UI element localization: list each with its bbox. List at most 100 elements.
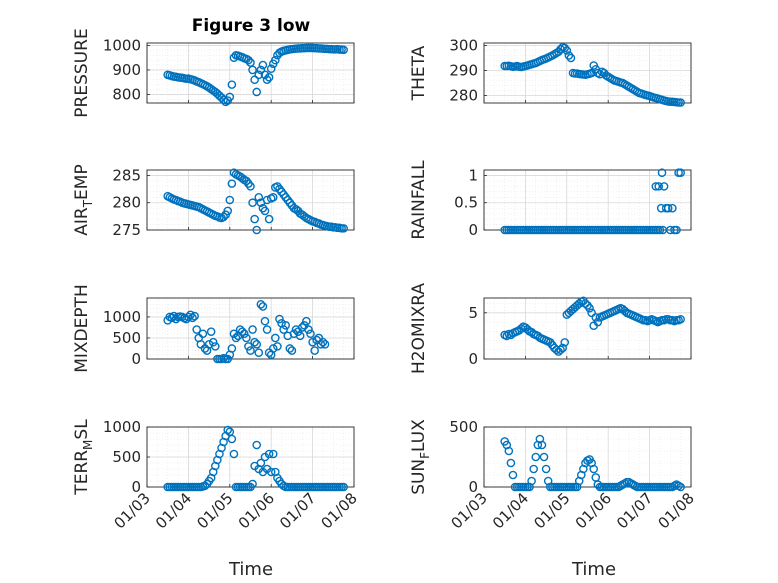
y-axis-label-pressure: PRESSURE (72, 28, 92, 117)
x-tick-label: 01/08 (655, 489, 698, 532)
x-axis-label-right: Time (571, 559, 616, 580)
data-point (651, 182, 661, 191)
data-point (225, 92, 235, 102)
data-point (560, 43, 570, 53)
data-point (320, 339, 330, 349)
y-tick-label: 290 (449, 62, 478, 80)
data-point (227, 344, 237, 353)
data-point (527, 476, 536, 486)
y-axis-label-text: SUN (409, 459, 429, 495)
panel-sun_flux: 01/0301/0401/0501/0601/0701/080500SUNFLU… (409, 418, 698, 532)
data-point (244, 55, 253, 65)
data-point (229, 53, 239, 62)
data-point (668, 203, 677, 213)
data-point (566, 53, 576, 63)
data-point (254, 192, 264, 202)
data-point (248, 65, 257, 75)
data-point (188, 313, 197, 323)
data-point (676, 98, 685, 107)
data-point (256, 65, 266, 75)
data-point (529, 464, 538, 474)
data-point (663, 203, 673, 213)
data-point (295, 331, 305, 341)
data-point (271, 55, 280, 65)
data-point (227, 80, 237, 89)
x-tick-label: 01/07 (613, 489, 656, 532)
axes-frame-theta (483, 42, 692, 104)
y-axis-label-subscript: M (81, 440, 95, 450)
data-point (219, 212, 228, 222)
x-tick-label: 01/04 (489, 489, 532, 532)
data-point (504, 446, 514, 456)
data-point (231, 333, 241, 343)
y-axis-label-air_temp: AIRTEMP (72, 164, 95, 235)
data-point (256, 458, 266, 468)
axes-frame-air_temp (146, 169, 355, 231)
data-point (262, 75, 272, 85)
x-tick-label: 01/04 (152, 489, 195, 532)
axes-frame-h2omixra (483, 297, 692, 360)
panel-theta: 280 290 300 THETA (409, 37, 692, 107)
data-point (654, 182, 664, 191)
data-point (252, 87, 262, 97)
data-point (302, 316, 311, 326)
data-point (593, 317, 603, 327)
data-point (541, 464, 551, 474)
y-tick-label: 0 (468, 221, 478, 239)
y-tick-label: 1000 (103, 418, 141, 436)
y-axis-label-text: PRESSURE (72, 28, 92, 117)
data-point (225, 195, 235, 205)
y-axis-label-terr_msl: TERRMSL (72, 419, 95, 496)
y-axis-label-theta: THETA (409, 45, 429, 101)
data-point (239, 329, 249, 339)
data-point (246, 182, 255, 191)
y-tick-label: 500 (112, 448, 141, 466)
x-tick-label: 01/05 (530, 489, 573, 532)
data-point (339, 45, 348, 55)
data-point (252, 339, 262, 349)
data-point (589, 464, 599, 474)
data-point (556, 44, 565, 54)
y-tick-label: 1 (468, 166, 478, 184)
data-point (560, 338, 570, 347)
data-point (562, 46, 572, 55)
data-point (564, 51, 574, 60)
y-axis-label-tail: SL (72, 419, 92, 440)
y-axis-label-text: H2OMIXRA (409, 283, 429, 374)
data-point (310, 346, 319, 355)
y-axis-label-rainfall: RAINFALL (409, 160, 429, 240)
y-tick-label: 300 (449, 37, 478, 55)
data-point (268, 449, 278, 459)
x-axis-label-left: Time (228, 559, 273, 580)
data-point (211, 342, 220, 351)
data-point (655, 225, 665, 235)
panel-pressure: 800 900 1000 PRESSURE (72, 28, 355, 118)
data-point (595, 69, 605, 79)
x-tick-label: 01/07 (276, 489, 319, 532)
data-point (190, 311, 199, 321)
y-tick-label: 800 (112, 85, 141, 103)
figure-title: Figure 3 low (192, 16, 311, 36)
data-point (206, 327, 216, 336)
data-point (248, 479, 257, 489)
data-point (531, 452, 541, 462)
data-point (258, 60, 268, 70)
data-point (585, 303, 594, 313)
x-tick-label: 01/08 (318, 489, 361, 532)
panel-terr_msl: 01/0301/0401/0501/0601/0701/0805001000TE… (72, 418, 361, 532)
panel-h2omixra: 0 5 H2OMIXRA (409, 283, 692, 374)
data-point (266, 64, 276, 74)
panel-mixdepth: 0 500 1000 MIXDEPTH (72, 284, 355, 373)
y-tick-label: 500 (449, 418, 478, 436)
data-point (246, 346, 255, 355)
data-point (229, 449, 239, 459)
y-axis-label-sun_flux: SUNFLUX (409, 419, 432, 495)
data-point (262, 325, 272, 334)
y-axis-label-subscript: F (418, 452, 432, 459)
data-point (666, 225, 675, 235)
data-point (200, 481, 210, 491)
data-point (254, 70, 264, 80)
y-tick-label: 0 (468, 478, 478, 496)
data-point (167, 313, 177, 323)
